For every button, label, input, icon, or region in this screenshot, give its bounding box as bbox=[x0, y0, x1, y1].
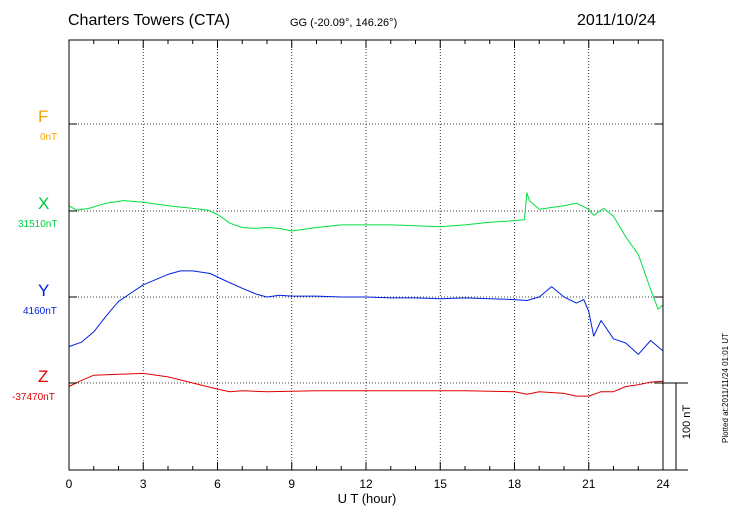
component-baseline-Z: -37470nT bbox=[12, 392, 55, 403]
series-line-Y bbox=[68, 270, 664, 355]
x-tick-label: 6 bbox=[214, 477, 221, 491]
x-tick-label: 24 bbox=[656, 477, 670, 491]
station-coordinates: GG (-20.09°, 146.26°) bbox=[290, 17, 398, 29]
x-tick-label: 0 bbox=[66, 477, 73, 491]
x-tick-label: 12 bbox=[359, 477, 373, 491]
scale-bar-label: 100 nT bbox=[681, 405, 693, 440]
series-layer bbox=[68, 192, 664, 397]
grid bbox=[69, 40, 663, 470]
x-tick-label: 18 bbox=[508, 477, 522, 491]
x-tick-label: 3 bbox=[140, 477, 147, 491]
component-baseline-X: 31510nT bbox=[18, 219, 58, 230]
x-tick-label: 21 bbox=[582, 477, 596, 491]
component-baseline-Y: 4160nT bbox=[23, 306, 57, 317]
component-name-F: F bbox=[38, 107, 49, 126]
component-name-Y: Y bbox=[38, 281, 50, 300]
ticks: 0 3 6 9 12 15 18 21 24 bbox=[66, 40, 670, 491]
component-baseline-F: 0nT bbox=[40, 132, 58, 143]
series-line-Z bbox=[68, 372, 664, 397]
x-axis-label: U T (hour) bbox=[338, 491, 397, 506]
x-tick-label: 9 bbox=[288, 477, 295, 491]
series-line-X bbox=[68, 192, 664, 310]
station-title: Charters Towers (CTA) bbox=[68, 12, 231, 29]
scale-bar: 100 nT bbox=[663, 382, 693, 471]
x-tick-label: 15 bbox=[434, 477, 448, 491]
chart-date: 2011/10/24 bbox=[577, 12, 656, 29]
plotted-timestamp: Plotted at:2011/11/24 01:01 UT bbox=[721, 332, 730, 443]
plot-frame bbox=[68, 39, 664, 471]
component-name-X: X bbox=[38, 194, 50, 213]
component-name-Z: Z bbox=[38, 367, 49, 386]
